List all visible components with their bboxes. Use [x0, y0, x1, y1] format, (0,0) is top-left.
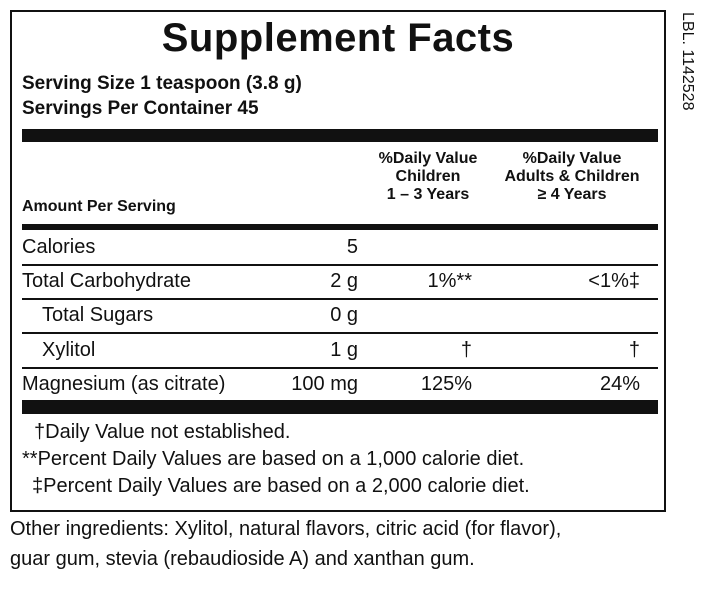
divider-bar — [22, 224, 658, 230]
footnote: **Percent Daily Values are based on a 1,… — [22, 448, 525, 470]
row-rule — [22, 264, 658, 266]
nutrient-name: Magnesium (as citrate) — [22, 373, 226, 395]
nutrient-amount: 0 g — [330, 304, 358, 326]
nutrient-name: Total Carbohydrate — [22, 270, 191, 292]
label-border — [10, 10, 666, 512]
header-line: %Daily Value — [378, 150, 478, 167]
dv-children: 1%** — [427, 270, 472, 292]
dv-adults: <1%‡ — [588, 270, 640, 292]
footnote: ‡Percent Daily Values are based on a 2,0… — [32, 475, 530, 497]
nutrient-name: Xylitol — [42, 339, 96, 361]
header-line: Children — [395, 168, 461, 185]
footnote: †Daily Value not established. — [34, 421, 291, 443]
nutrient-name: Calories — [22, 236, 96, 258]
dv-children: † — [460, 339, 472, 361]
nutrient-amount: 1 g — [330, 339, 358, 361]
serving-size: Serving Size 1 teaspoon (3.8 g) — [22, 73, 302, 94]
dv-adults-header: %Daily Value Adults & Children ≥ 4 Years — [482, 150, 662, 204]
row-rule — [22, 298, 658, 300]
header-line: %Daily Value — [522, 150, 622, 167]
servings-per-container: Servings Per Container 45 — [22, 98, 259, 119]
dv-adults: † — [628, 339, 640, 361]
divider-bar — [22, 400, 658, 414]
dv-children: 125% — [420, 373, 472, 395]
nutrient-name: Total Sugars — [42, 304, 154, 326]
header-line: 1 – 3 Years — [386, 186, 470, 203]
header-line: ≥ 4 Years — [537, 186, 607, 203]
nutrient-amount: 5 — [346, 236, 358, 258]
dv-children-header: %Daily Value Children 1 – 3 Years — [338, 150, 518, 204]
side-label: LBL. 1142528 — [679, 12, 696, 111]
other-ingredients: guar gum, stevia (rebaudioside A) and xa… — [10, 548, 475, 570]
header-line: Adults & Children — [504, 168, 640, 185]
divider-bar — [22, 129, 658, 142]
nutrient-amount: 100 mg — [291, 373, 358, 395]
row-rule — [22, 367, 658, 369]
row-rule — [22, 332, 658, 334]
title: Supplement Facts — [161, 16, 515, 60]
amount-header: Amount Per Serving — [22, 198, 176, 215]
other-ingredients: Other ingredients: Xylitol, natural flav… — [10, 518, 562, 540]
nutrient-amount: 2 g — [330, 270, 358, 292]
dv-adults: 24% — [599, 373, 640, 395]
